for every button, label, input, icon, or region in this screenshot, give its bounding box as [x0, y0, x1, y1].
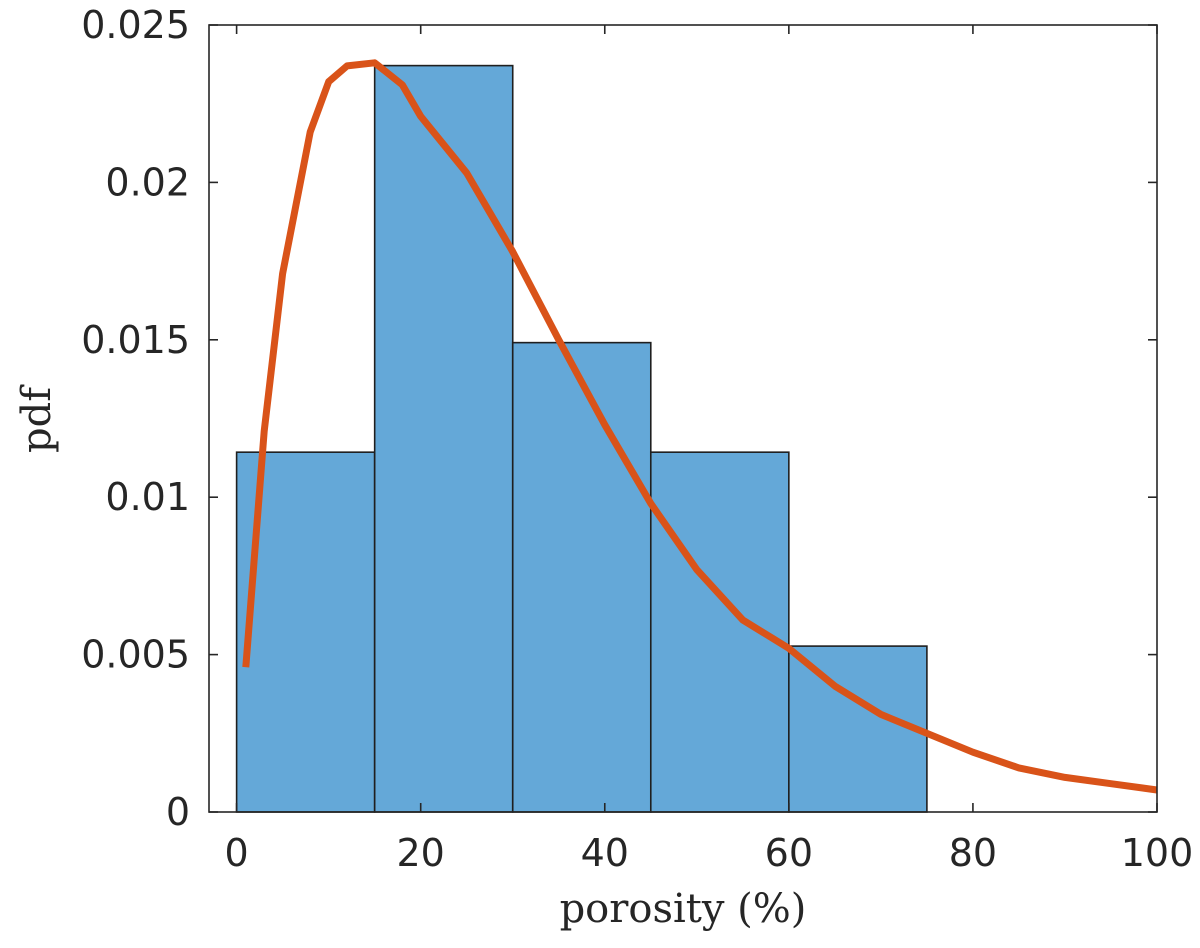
- x-tick-label: 0: [225, 831, 249, 875]
- y-tick-label: 0.02: [105, 160, 190, 204]
- y-tick-label: 0.025: [81, 3, 190, 47]
- y-axis-label: pdf: [14, 384, 60, 453]
- y-tick-label: 0.005: [81, 633, 190, 677]
- plot-frame: [208, 24, 1158, 813]
- x-tick-label: 80: [949, 831, 997, 875]
- histogram-bar: [788, 645, 928, 813]
- y-ticks: 0 0.005 0.01 0.015 0.02 0.025: [81, 3, 1157, 834]
- x-axis-label: porosity (%): [560, 886, 807, 932]
- y-tick-label: 0: [166, 790, 190, 834]
- x-tick-label: 60: [765, 831, 813, 875]
- x-tick-label: 20: [397, 831, 445, 875]
- x-tick-label: 40: [581, 831, 629, 875]
- x-tick-label: 100: [1121, 831, 1194, 875]
- axes-box: [208, 24, 1158, 813]
- y-tick-label: 0.01: [105, 475, 190, 519]
- y-tick-label: 0.015: [81, 318, 190, 362]
- histogram-bar: [511, 341, 652, 813]
- fit-curve-layer: [242, 59, 1158, 794]
- x-ticks: 0 20 40 60 80 100: [225, 25, 1194, 875]
- histogram-bar: [373, 64, 514, 813]
- histogram-bars: [235, 64, 928, 813]
- fit-curve-line: [242, 59, 1158, 794]
